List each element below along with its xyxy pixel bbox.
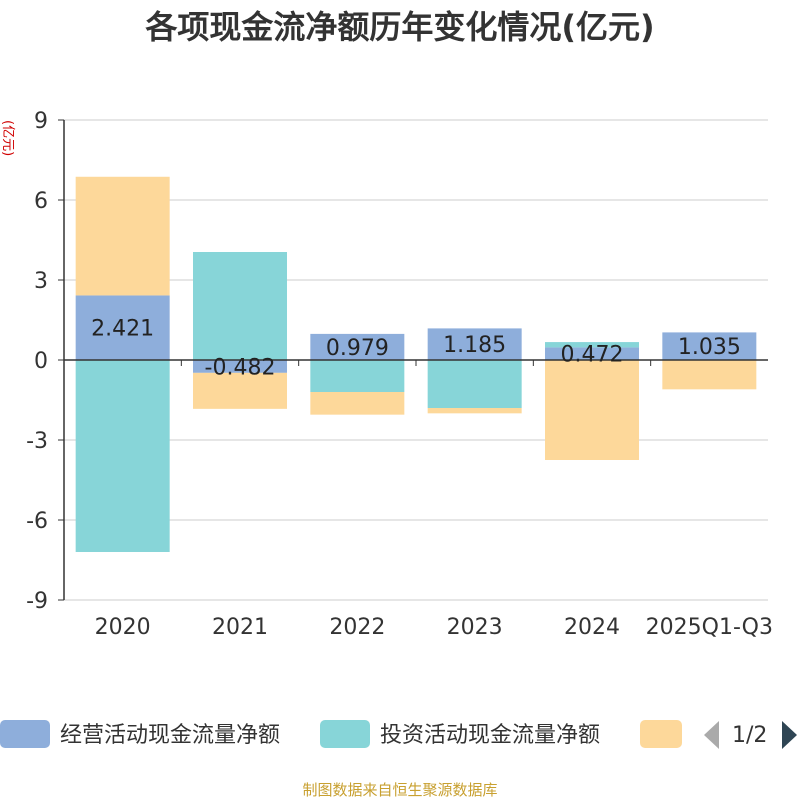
bar-2023-series-1 [427, 360, 522, 408]
y-tick-label-3: 0 [34, 349, 48, 374]
x-tick-label-2021: 2021 [212, 615, 268, 640]
y-tick-label-2: 3 [34, 269, 48, 294]
y-tick-label-1: 6 [34, 189, 48, 214]
x-tick-label-2020: 2020 [95, 615, 151, 640]
bar-2022-series-1 [310, 360, 405, 392]
bar-2025Q1-Q3-series-0 [662, 332, 757, 360]
data-labels: 2.421 -0.482 0.979 1.185 0.472 1.035 [91, 317, 741, 381]
bar-2020-series-0 [75, 295, 170, 360]
y-tick-labels: 9 6 3 0 -3 -6 -9 [26, 109, 48, 614]
bar-2020-series-2 [75, 176, 170, 296]
legend-swatch-financing[interactable] [640, 720, 682, 748]
gridlines [58, 119, 768, 601]
bar-2024-series-2 [545, 360, 639, 460]
bar-2022-series-2 [310, 392, 405, 415]
legend-page-indicator: 1/2 [732, 723, 767, 748]
bars [75, 176, 757, 552]
x-tick-label-2024: 2024 [564, 615, 620, 640]
data-label-2024: 0.472 [561, 343, 624, 368]
legend-next-arrow-icon[interactable] [782, 721, 797, 749]
data-label-2025Q1-Q3: 1.035 [678, 335, 741, 360]
bar-2024-series-1 [545, 342, 639, 348]
bar-2023-series-2 [427, 408, 522, 414]
y-tick-label-4: -3 [26, 429, 48, 454]
bar-2021-series-2 [193, 372, 287, 409]
x-tick-label-2022: 2022 [329, 615, 385, 640]
legend-label-operating[interactable]: 经营活动现金流量净额 [60, 723, 280, 748]
x-tick-labels: 2020 2021 2022 2023 2024 2025Q1-Q3 [63, 360, 773, 640]
x-tick-label-2025Q1-Q3: 2025Q1-Q3 [646, 615, 773, 640]
bar-2025Q1-Q3-series-2 [662, 360, 757, 390]
bar-2021-series-0 [193, 360, 287, 373]
bar-2021-series-1 [193, 252, 287, 360]
y-tick-label-6: -9 [26, 589, 48, 614]
data-source-note: 制图数据来自恒生聚源数据库 [302, 781, 497, 799]
data-label-2022: 0.979 [326, 336, 389, 361]
bar-2022-series-0 [310, 333, 405, 360]
legend-label-investing[interactable]: 投资活动现金流量净额 [380, 723, 600, 748]
y-tick-label-5: -6 [26, 509, 48, 534]
bar-2024-series-0 [545, 347, 639, 360]
bar-2023-series-0 [427, 328, 522, 360]
legend-prev-arrow-icon[interactable] [704, 721, 719, 749]
legend-swatch-investing[interactable] [320, 720, 370, 748]
bar-2020-series-1 [75, 360, 170, 552]
y-axis-unit-label: (亿元) [0, 120, 15, 156]
legend-swatch-operating[interactable] [0, 720, 50, 748]
x-tick-label-2023: 2023 [447, 615, 503, 640]
y-tick-label-0: 9 [34, 109, 48, 134]
legend: 经营活动现金流量净额 投资活动现金流量净额 1/2 [0, 720, 797, 749]
data-label-2023: 1.185 [443, 333, 506, 358]
data-label-2021: -0.482 [205, 355, 276, 380]
chart-title: 各项现金流净额历年变化情况(亿元) [145, 8, 654, 46]
data-label-2020: 2.421 [91, 317, 154, 342]
